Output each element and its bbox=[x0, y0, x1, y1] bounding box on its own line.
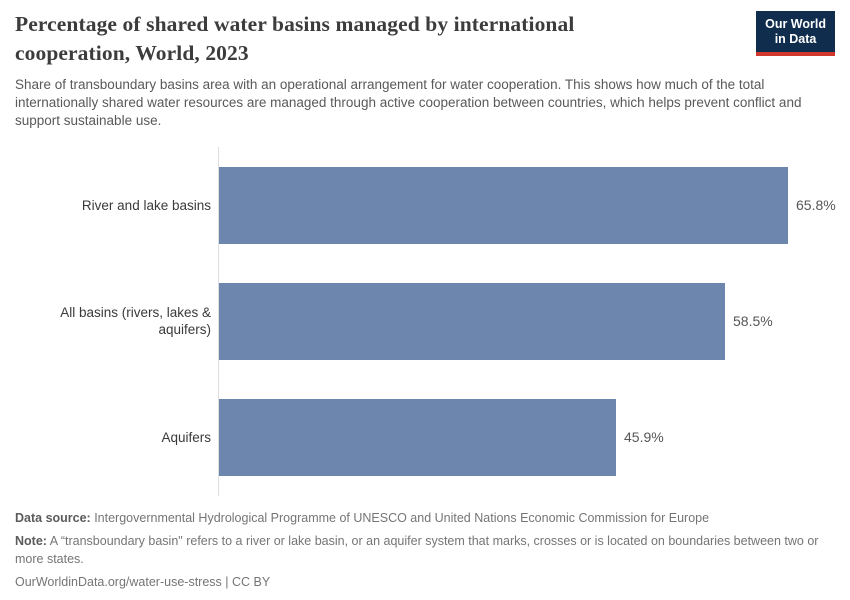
value-label: 58.5% bbox=[733, 313, 773, 329]
value-label: 45.9% bbox=[624, 429, 664, 445]
note-text: A “transboundary basin" refers to a rive… bbox=[15, 534, 819, 566]
category-label: Aquifers bbox=[161, 429, 211, 445]
data-source-label: Data source: bbox=[15, 511, 91, 525]
owid-logo: Our World in Data bbox=[756, 11, 835, 56]
header: Percentage of shared water basins manage… bbox=[15, 10, 835, 68]
chart-row: River and lake basins 65.8% bbox=[15, 147, 836, 263]
bar[interactable] bbox=[219, 166, 788, 244]
bar[interactable] bbox=[219, 282, 725, 360]
chart-row: All basins (rivers, lakes & aquifers) 58.… bbox=[15, 263, 835, 379]
data-source-text: Intergovernmental Hydrological Programme… bbox=[90, 511, 710, 525]
owid-logo-line2: in Data bbox=[774, 32, 817, 46]
value-label: 65.8% bbox=[796, 197, 836, 213]
note-label: Note: bbox=[15, 534, 47, 548]
footer: Data source: Intergovernmental Hydrologi… bbox=[15, 509, 833, 591]
chart-subtitle: Share of transboundary basins area with … bbox=[15, 77, 802, 128]
category-label: All basins (rivers, lakes & aquifers) bbox=[60, 305, 211, 337]
data-source-line: Data source: Intergovernmental Hydrologi… bbox=[15, 509, 833, 527]
note-line: Note: A “transboundary basin" refers to … bbox=[15, 532, 833, 568]
chart-row: Aquifers 45.9% bbox=[15, 379, 835, 495]
bar-track: 58.5% bbox=[218, 282, 835, 360]
bar-chart: River and lake basins 65.8% All basins (ri… bbox=[15, 147, 836, 496]
y-axis-line bbox=[218, 147, 219, 496]
citation-url: OurWorldinData.org/water-use-stress | CC… bbox=[15, 575, 271, 589]
owid-logo-line1: Our World bbox=[765, 17, 826, 31]
page-title: Percentage of shared water basins manage… bbox=[15, 12, 575, 65]
bar-track: 65.8% bbox=[218, 166, 836, 244]
bar[interactable] bbox=[219, 398, 616, 476]
category-label: River and lake basins bbox=[81, 197, 211, 213]
bar-track: 45.9% bbox=[218, 398, 835, 476]
